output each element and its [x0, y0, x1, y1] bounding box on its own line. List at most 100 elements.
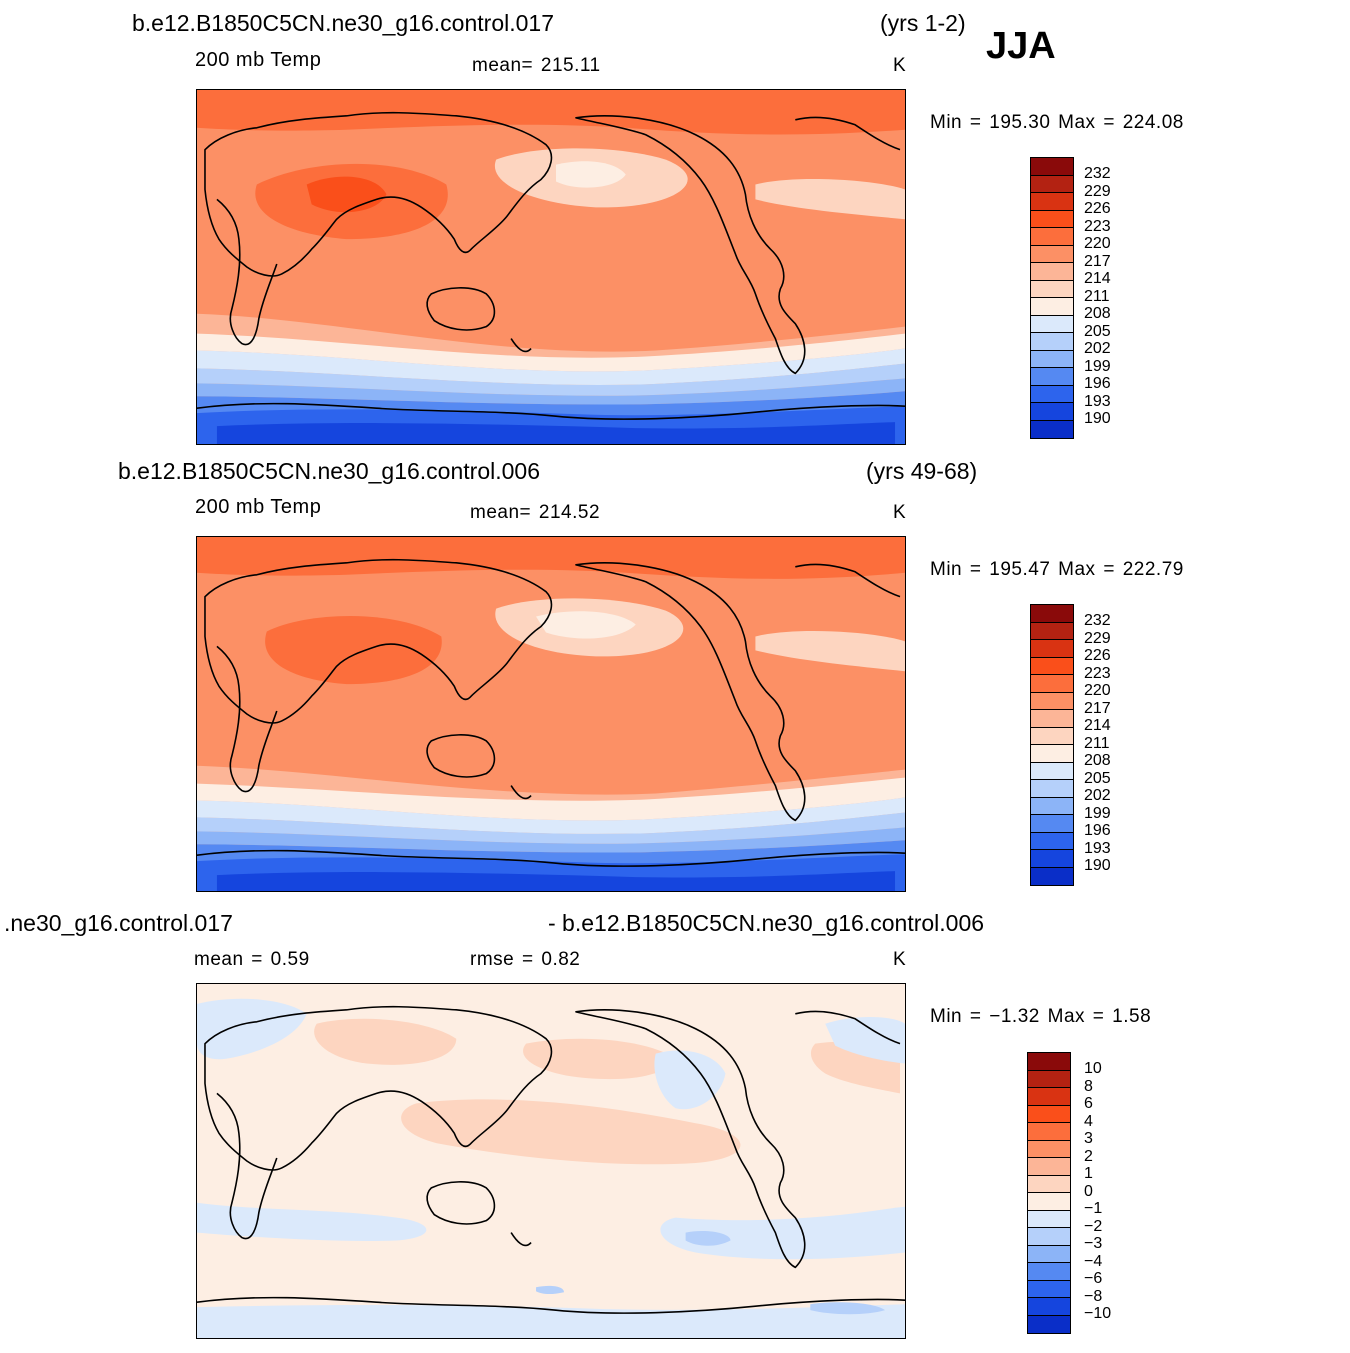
panel1-colorbar-label: 193 [1084, 392, 1111, 410]
panel2-years: (yrs 49-68) [866, 458, 978, 484]
panel2-colorbar-box [1031, 815, 1073, 833]
panel1-colorbar-label: 208 [1084, 305, 1111, 322]
panel3-colorbar-box [1028, 1298, 1070, 1316]
panel2-colorbar-label: 214 [1084, 717, 1111, 734]
panel1-colorbar-box [1031, 175, 1073, 193]
panel2-colorbar-box [1031, 640, 1073, 658]
panel3-colorbar-box [1028, 1210, 1070, 1228]
panel3-colorbar-label: 0 [1084, 1182, 1093, 1200]
panel3-colorbar-box [1028, 1228, 1070, 1246]
panel1-colorbar-label: 205 [1084, 322, 1111, 340]
panel2-colorbar-box [1031, 727, 1073, 745]
panel3-colorbar-box [1028, 1070, 1070, 1088]
panel1-colorbar-label: 199 [1084, 357, 1111, 375]
panel2-colorbar-label: 226 [1084, 647, 1111, 664]
panel3-colorbar-box [1028, 1175, 1070, 1193]
panel3-colorbar-label: 3 [1084, 1130, 1093, 1147]
panel3-mean: mean = 0.59 [194, 949, 310, 970]
panel3-colorbar-box [1028, 1123, 1070, 1141]
panel2-colorbar-label: 229 [1084, 629, 1111, 647]
panel2-mean: mean= 214.52 [470, 502, 601, 523]
panel2-colorbar-box [1031, 605, 1073, 623]
panel1-colorbar-label: 211 [1084, 287, 1110, 305]
panel3-rmse: rmse = 0.82 [470, 949, 581, 970]
panel1-colorbar-box [1031, 368, 1073, 386]
panel2-case-title: b.e12.B1850C5CN.ne30_g16.control.006 [118, 458, 540, 484]
panel1-colorbar-box [1031, 210, 1073, 228]
panel1-units: K [893, 55, 907, 76]
panel3-case-right: - b.e12.B1850C5CN.ne30_g16.control.006 [548, 910, 985, 936]
panel2-colorbar-box [1031, 745, 1073, 763]
panel3-case-left: .ne30_g16.control.017 [4, 910, 233, 936]
panel1-colorbar-label: 217 [1084, 252, 1111, 270]
panel3-colorbar-box [1028, 1158, 1070, 1176]
panel3-colorbar-label: −10 [1084, 1305, 1112, 1322]
panel3-colorbar-box [1028, 1280, 1070, 1298]
panel1-colorbar-box [1031, 193, 1073, 211]
panel1-colorbar-label: 214 [1084, 270, 1111, 287]
panel2-minmax: Min = 195.47 Max = 222.79 [930, 559, 1184, 580]
panel3-map [196, 983, 906, 1339]
panel1-minmax: Min = 195.30 Max = 224.08 [930, 112, 1184, 133]
panel2-field-label: 200 mb Temp [195, 496, 322, 518]
panel2-colorbar-box [1031, 832, 1073, 850]
panel2-colorbar-label: 232 [1084, 612, 1111, 629]
panel3-colorbar-box [1028, 1263, 1070, 1281]
panel3-minmax: Min = −1.32 Max = 1.58 [930, 1006, 1152, 1027]
panel2-colorbar-label: 193 [1084, 839, 1111, 857]
panel1-colorbar-label: 229 [1084, 182, 1111, 200]
panel2-colorbar-box [1031, 692, 1073, 710]
panel2-map-svg [197, 537, 905, 891]
panel2-colorbar-label: 199 [1084, 804, 1111, 822]
panel2-colorbar-label: 208 [1084, 752, 1111, 769]
panel2-colorbar-label: 220 [1084, 682, 1111, 699]
panel3-colorbar-box [1028, 1053, 1070, 1071]
panel2-colorbar-box [1031, 622, 1073, 640]
panel2-colorbar-label: 190 [1084, 857, 1111, 874]
panel1-colorbar-box [1031, 245, 1073, 263]
panel1-colorbar-box [1031, 158, 1073, 176]
panel3-map-svg [197, 984, 905, 1338]
panel3-colorbar-label: 10 [1084, 1060, 1102, 1077]
panel2-colorbar-box [1031, 710, 1073, 728]
panel3-colorbar-label: −6 [1084, 1270, 1103, 1287]
panel3-colorbar-box [1028, 1245, 1070, 1263]
panel1-map [196, 89, 906, 445]
panel3-colorbar-box [1028, 1140, 1070, 1158]
panel1-colorbar-label: 196 [1084, 375, 1111, 392]
panel2-colorbar-box [1031, 762, 1073, 780]
panel1-field-label: 200 mb Temp [195, 49, 322, 71]
panel2-map [196, 536, 906, 892]
panel3-colorbar-label: −4 [1084, 1252, 1103, 1270]
panel2-colorbar-box [1031, 867, 1073, 885]
panel2-colorbar [1030, 604, 1074, 886]
panel2-colorbar-label: 196 [1084, 822, 1111, 839]
panel1-colorbar-label: 202 [1084, 340, 1111, 357]
panel1-case-title: b.e12.B1850C5CN.ne30_g16.control.017 [132, 10, 554, 36]
panel2-colorbar-box [1031, 850, 1073, 868]
panel1-colorbar-label: 226 [1084, 200, 1111, 217]
panel3-colorbar-label: 2 [1084, 1147, 1093, 1165]
panel1-colorbar-label: 232 [1084, 165, 1111, 182]
panel3-colorbar-label: −3 [1084, 1235, 1103, 1252]
panel3-colorbar-label: 4 [1084, 1112, 1093, 1130]
panel1-colorbar [1030, 157, 1074, 439]
panel1-colorbar-box [1031, 403, 1073, 421]
panel3-colorbar-label: −8 [1084, 1287, 1103, 1305]
panel3-colorbar-box [1028, 1315, 1070, 1333]
panel2-colorbar-box [1031, 675, 1073, 693]
panel1-colorbar-box [1031, 298, 1073, 316]
panel1-colorbar-box [1031, 333, 1073, 351]
panel3-colorbar-box [1028, 1088, 1070, 1106]
panel2-colorbar-label: 202 [1084, 787, 1111, 804]
panel2-colorbar-box [1031, 797, 1073, 815]
panel2-colorbar-label: 205 [1084, 769, 1111, 787]
panel3-colorbar-box [1028, 1105, 1070, 1123]
panel1-colorbar-box [1031, 280, 1073, 298]
panel1-colorbar-box [1031, 315, 1073, 333]
panel3-colorbar-label: 1 [1084, 1165, 1093, 1182]
season-label: JJA [986, 25, 1056, 67]
panel1-colorbar-box [1031, 350, 1073, 368]
panel3-colorbar-label: −2 [1084, 1217, 1103, 1235]
panel2-colorbar-label: 223 [1084, 664, 1111, 682]
